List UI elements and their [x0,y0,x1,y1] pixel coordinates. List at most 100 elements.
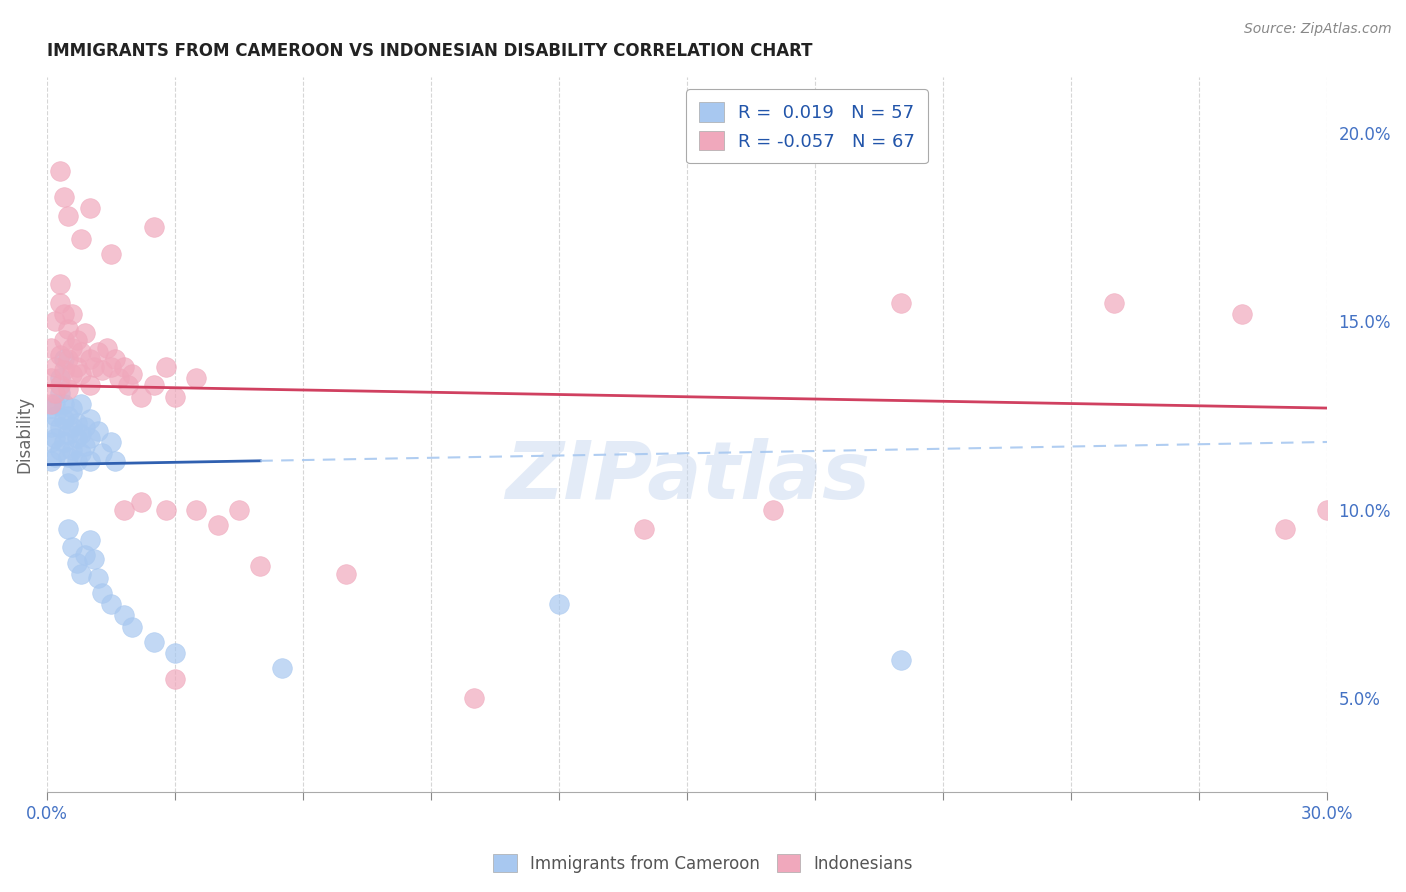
Point [62,307,84,321]
Point [70,427,93,442]
Point [70,397,93,411]
Point [228,502,250,516]
Point [79,454,101,468]
Point [633,522,655,536]
Point [100,359,122,374]
Point [163,673,186,687]
Point [70,367,93,381]
Point [52,397,75,411]
Point [48,378,70,392]
Point [129,390,152,404]
Point [48,348,70,362]
Point [142,634,165,648]
Point [52,190,75,204]
Point [100,434,122,449]
Point [44,397,66,411]
Point [335,566,357,581]
Point [66,431,89,445]
Point [207,517,229,532]
Point [75,548,97,562]
Point [39,401,62,415]
Point [100,246,122,260]
Point [79,202,101,216]
Legend: Immigrants from Cameroon, Indonesians: Immigrants from Cameroon, Indonesians [486,847,920,880]
Point [39,454,62,468]
Point [52,434,75,449]
Point [39,371,62,385]
Point [463,691,485,706]
Point [249,559,271,574]
Point [548,597,571,611]
Point [112,608,135,623]
Point [48,386,70,401]
Point [142,378,165,392]
Point [96,341,118,355]
Point [62,401,84,415]
Point [52,352,75,367]
Point [39,420,62,434]
Point [87,571,110,585]
Point [70,566,93,581]
Legend: R =  0.019   N = 57, R = -0.057   N = 67: R = 0.019 N = 57, R = -0.057 N = 67 [686,89,928,163]
Point [70,446,93,460]
Point [121,367,143,381]
Point [890,653,912,667]
Point [58,427,80,442]
Point [91,585,114,599]
Point [48,371,70,385]
Point [39,434,62,449]
Point [761,502,783,516]
Point [890,295,912,310]
Point [142,220,165,235]
Point [39,341,62,355]
Point [70,231,93,245]
Point [87,344,110,359]
Point [66,454,89,468]
Point [163,390,186,404]
Point [58,450,80,464]
Point [186,502,208,516]
Point [52,363,75,377]
Point [58,322,80,336]
Point [62,367,84,381]
Point [44,359,66,374]
Point [44,450,66,464]
Point [48,295,70,310]
Point [112,502,135,516]
Point [83,551,105,566]
Point [1102,295,1125,310]
Point [104,454,127,468]
Point [1230,307,1253,321]
Point [79,412,101,426]
Point [186,371,208,385]
Text: IMMIGRANTS FROM CAMEROON VS INDONESIAN DISABILITY CORRELATION CHART: IMMIGRANTS FROM CAMEROON VS INDONESIAN D… [46,42,813,60]
Point [129,495,152,509]
Point [58,352,80,367]
Point [44,386,66,401]
Point [58,476,80,491]
Point [39,397,62,411]
Point [58,409,80,423]
Point [79,378,101,392]
Point [58,209,80,223]
Point [48,163,70,178]
Point [91,363,114,377]
Point [52,307,75,321]
Point [155,502,177,516]
Point [75,326,97,340]
Point [66,333,89,347]
Point [1316,502,1339,516]
Text: Source: ZipAtlas.com: Source: ZipAtlas.com [1244,22,1392,37]
Point [62,465,84,479]
Point [48,442,70,457]
Point [62,442,84,457]
Point [104,352,127,367]
Point [62,420,84,434]
Point [108,371,131,385]
Point [62,541,84,555]
Point [91,446,114,460]
Point [66,359,89,374]
Point [112,359,135,374]
Point [270,661,292,675]
Point [44,409,66,423]
